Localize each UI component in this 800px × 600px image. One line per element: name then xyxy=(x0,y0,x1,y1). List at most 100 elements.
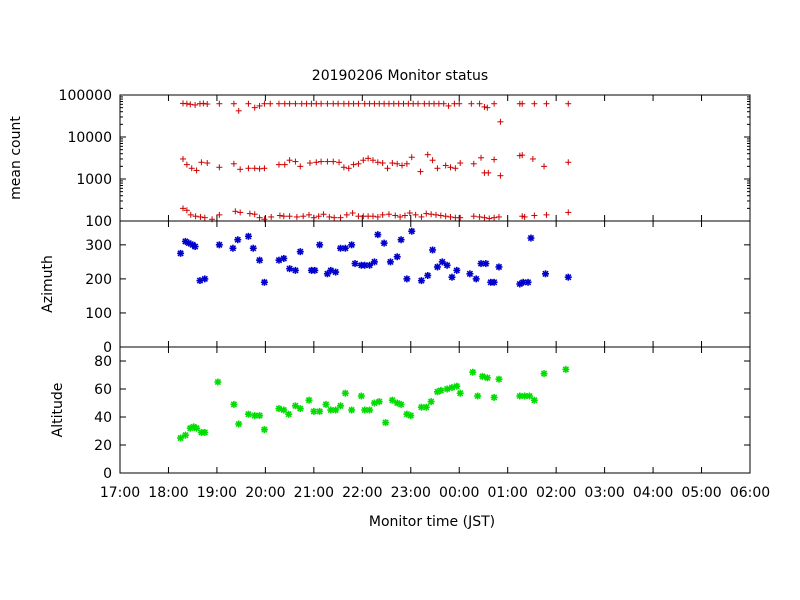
data-point xyxy=(355,100,362,107)
series-mean-count-2 xyxy=(180,205,572,223)
data-point xyxy=(424,151,431,158)
x-tick-label: 02:00 xyxy=(536,485,576,501)
data-point xyxy=(486,215,493,222)
data-point xyxy=(215,241,223,249)
y-tick-label: 1000 xyxy=(76,172,112,188)
x-tick-label: 22:00 xyxy=(342,485,382,501)
data-point xyxy=(261,100,268,107)
data-point xyxy=(345,165,352,172)
data-point xyxy=(201,214,208,221)
data-point xyxy=(343,211,350,218)
data-point xyxy=(442,213,449,220)
data-point xyxy=(429,246,437,254)
data-point xyxy=(495,213,502,220)
data-point xyxy=(281,161,288,168)
x-tick-label: 05:00 xyxy=(681,485,721,501)
data-point xyxy=(350,161,357,168)
data-point xyxy=(230,160,237,167)
data-point xyxy=(230,400,238,408)
data-point xyxy=(366,261,374,269)
y-tick-label: 100 xyxy=(85,306,112,322)
data-point xyxy=(491,156,498,163)
data-point xyxy=(466,270,474,278)
data-point xyxy=(193,424,201,432)
data-point xyxy=(437,386,445,394)
data-point xyxy=(286,213,293,220)
data-point xyxy=(244,232,252,240)
series-mean-count-0 xyxy=(180,100,572,125)
data-point xyxy=(433,263,441,271)
data-point xyxy=(380,239,388,247)
y-tick-label: 0 xyxy=(103,340,112,356)
data-point xyxy=(429,157,436,164)
data-point xyxy=(422,403,430,411)
data-point xyxy=(341,244,349,252)
data-point xyxy=(187,211,194,218)
y-axis-label-azimuth: Azimuth xyxy=(40,255,56,313)
data-point xyxy=(379,211,386,218)
data-point xyxy=(565,209,572,216)
series-azimuth-0 xyxy=(177,227,572,288)
data-point xyxy=(198,159,205,166)
data-point xyxy=(335,100,342,107)
data-point xyxy=(476,213,483,220)
data-point xyxy=(540,370,548,378)
data-point xyxy=(355,160,362,167)
data-point xyxy=(417,168,424,175)
x-tick-label: 01:00 xyxy=(488,485,528,501)
x-tick-label: 23:00 xyxy=(391,485,431,501)
data-point xyxy=(418,213,425,220)
panel-frame xyxy=(119,220,751,348)
panel-azimuth: 0 100 200 300 Azimuth xyxy=(40,220,751,356)
data-point xyxy=(428,211,435,218)
data-point xyxy=(251,211,258,218)
data-point xyxy=(183,207,190,214)
data-point xyxy=(412,211,419,218)
data-point xyxy=(201,428,209,436)
data-point xyxy=(527,234,535,242)
data-point xyxy=(393,253,401,261)
data-point xyxy=(443,261,451,269)
data-point xyxy=(385,211,392,218)
data-point xyxy=(394,160,401,167)
y-tick-label: 20 xyxy=(94,438,112,454)
x-tick-label: 04:00 xyxy=(633,485,673,501)
data-point xyxy=(526,392,533,400)
data-point xyxy=(292,158,299,165)
data-point xyxy=(530,396,538,404)
data-point xyxy=(177,434,185,442)
y-axis-label-mean-count: mean count xyxy=(8,116,24,200)
data-point xyxy=(230,100,237,107)
series-altitude-0 xyxy=(177,365,570,442)
chart-title: 20190206 Monitor status xyxy=(312,68,488,84)
data-point xyxy=(519,100,526,107)
data-point xyxy=(497,172,504,179)
data-point xyxy=(408,227,416,235)
data-point xyxy=(188,165,195,172)
data-point xyxy=(468,100,475,107)
data-point xyxy=(275,161,282,168)
data-point xyxy=(310,214,317,221)
panel-altitude: 0 20 40 60 80 Altitude xyxy=(50,346,751,482)
panel-frame xyxy=(119,346,751,474)
data-point xyxy=(183,100,190,107)
data-point xyxy=(229,244,237,252)
data-point xyxy=(326,213,333,220)
data-point xyxy=(447,164,454,171)
data-point xyxy=(440,100,447,107)
data-point xyxy=(531,212,538,219)
data-point xyxy=(417,277,425,285)
data-point xyxy=(521,213,528,220)
data-point xyxy=(204,101,211,108)
data-point xyxy=(453,382,461,390)
data-point xyxy=(306,211,312,218)
data-point xyxy=(260,426,268,434)
panel-mean-count: 100 1000 10000 100000 mean count xyxy=(8,88,751,230)
data-point xyxy=(529,155,536,162)
data-point xyxy=(331,214,338,221)
data-point xyxy=(370,258,378,266)
data-point xyxy=(256,256,264,264)
x-tick-label: 19:00 xyxy=(197,485,237,501)
data-point xyxy=(495,375,503,383)
data-point xyxy=(337,214,344,221)
